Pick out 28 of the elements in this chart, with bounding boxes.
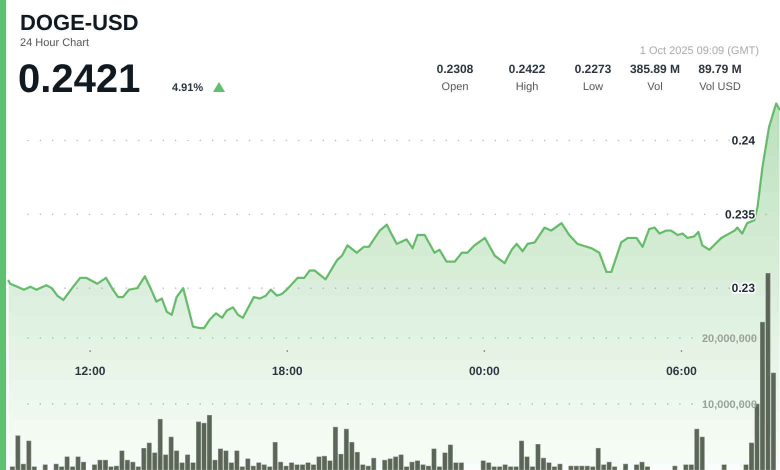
x-tick-label: 06:00 — [666, 364, 698, 378]
annotation: 1 Oct 2025 09:09 (GMT) — [640, 45, 759, 57]
bar — [722, 464, 727, 470]
annotation: 0.2421 — [18, 57, 140, 101]
annotation: High — [516, 81, 538, 93]
annotation: 0.2422 — [508, 62, 546, 76]
annotation: Vol — [647, 81, 663, 93]
y-tick-label: 0.23 — [732, 281, 756, 296]
x-tick-label: 00:00 — [468, 364, 500, 378]
annotation: Open — [442, 81, 468, 93]
annotation: 89.79 M — [698, 62, 742, 76]
text: 24 Hour Chart — [20, 37, 90, 49]
annotation: 4.91% — [172, 82, 204, 94]
bar — [42, 464, 48, 470]
bar — [623, 464, 628, 470]
y-tick-label: 0.24 — [732, 133, 756, 148]
annotation: 385.89 M — [630, 62, 680, 76]
bar — [672, 466, 678, 470]
y-tick-label: 0.235 — [724, 207, 756, 222]
annotation: 0.2273 — [574, 62, 612, 76]
y2-tick-label: 20,000,000 — [702, 332, 757, 345]
annotation: Vol USD — [699, 81, 741, 93]
annotation: Low — [582, 81, 604, 93]
x-tick-label: 12:00 — [74, 364, 106, 378]
x-tick-label: 18:00 — [272, 364, 303, 378]
y2-tick-label: 10,000,000 — [702, 398, 757, 411]
text: DOGE-USD — [20, 10, 139, 35]
annotation: 0.2308 — [436, 62, 474, 76]
